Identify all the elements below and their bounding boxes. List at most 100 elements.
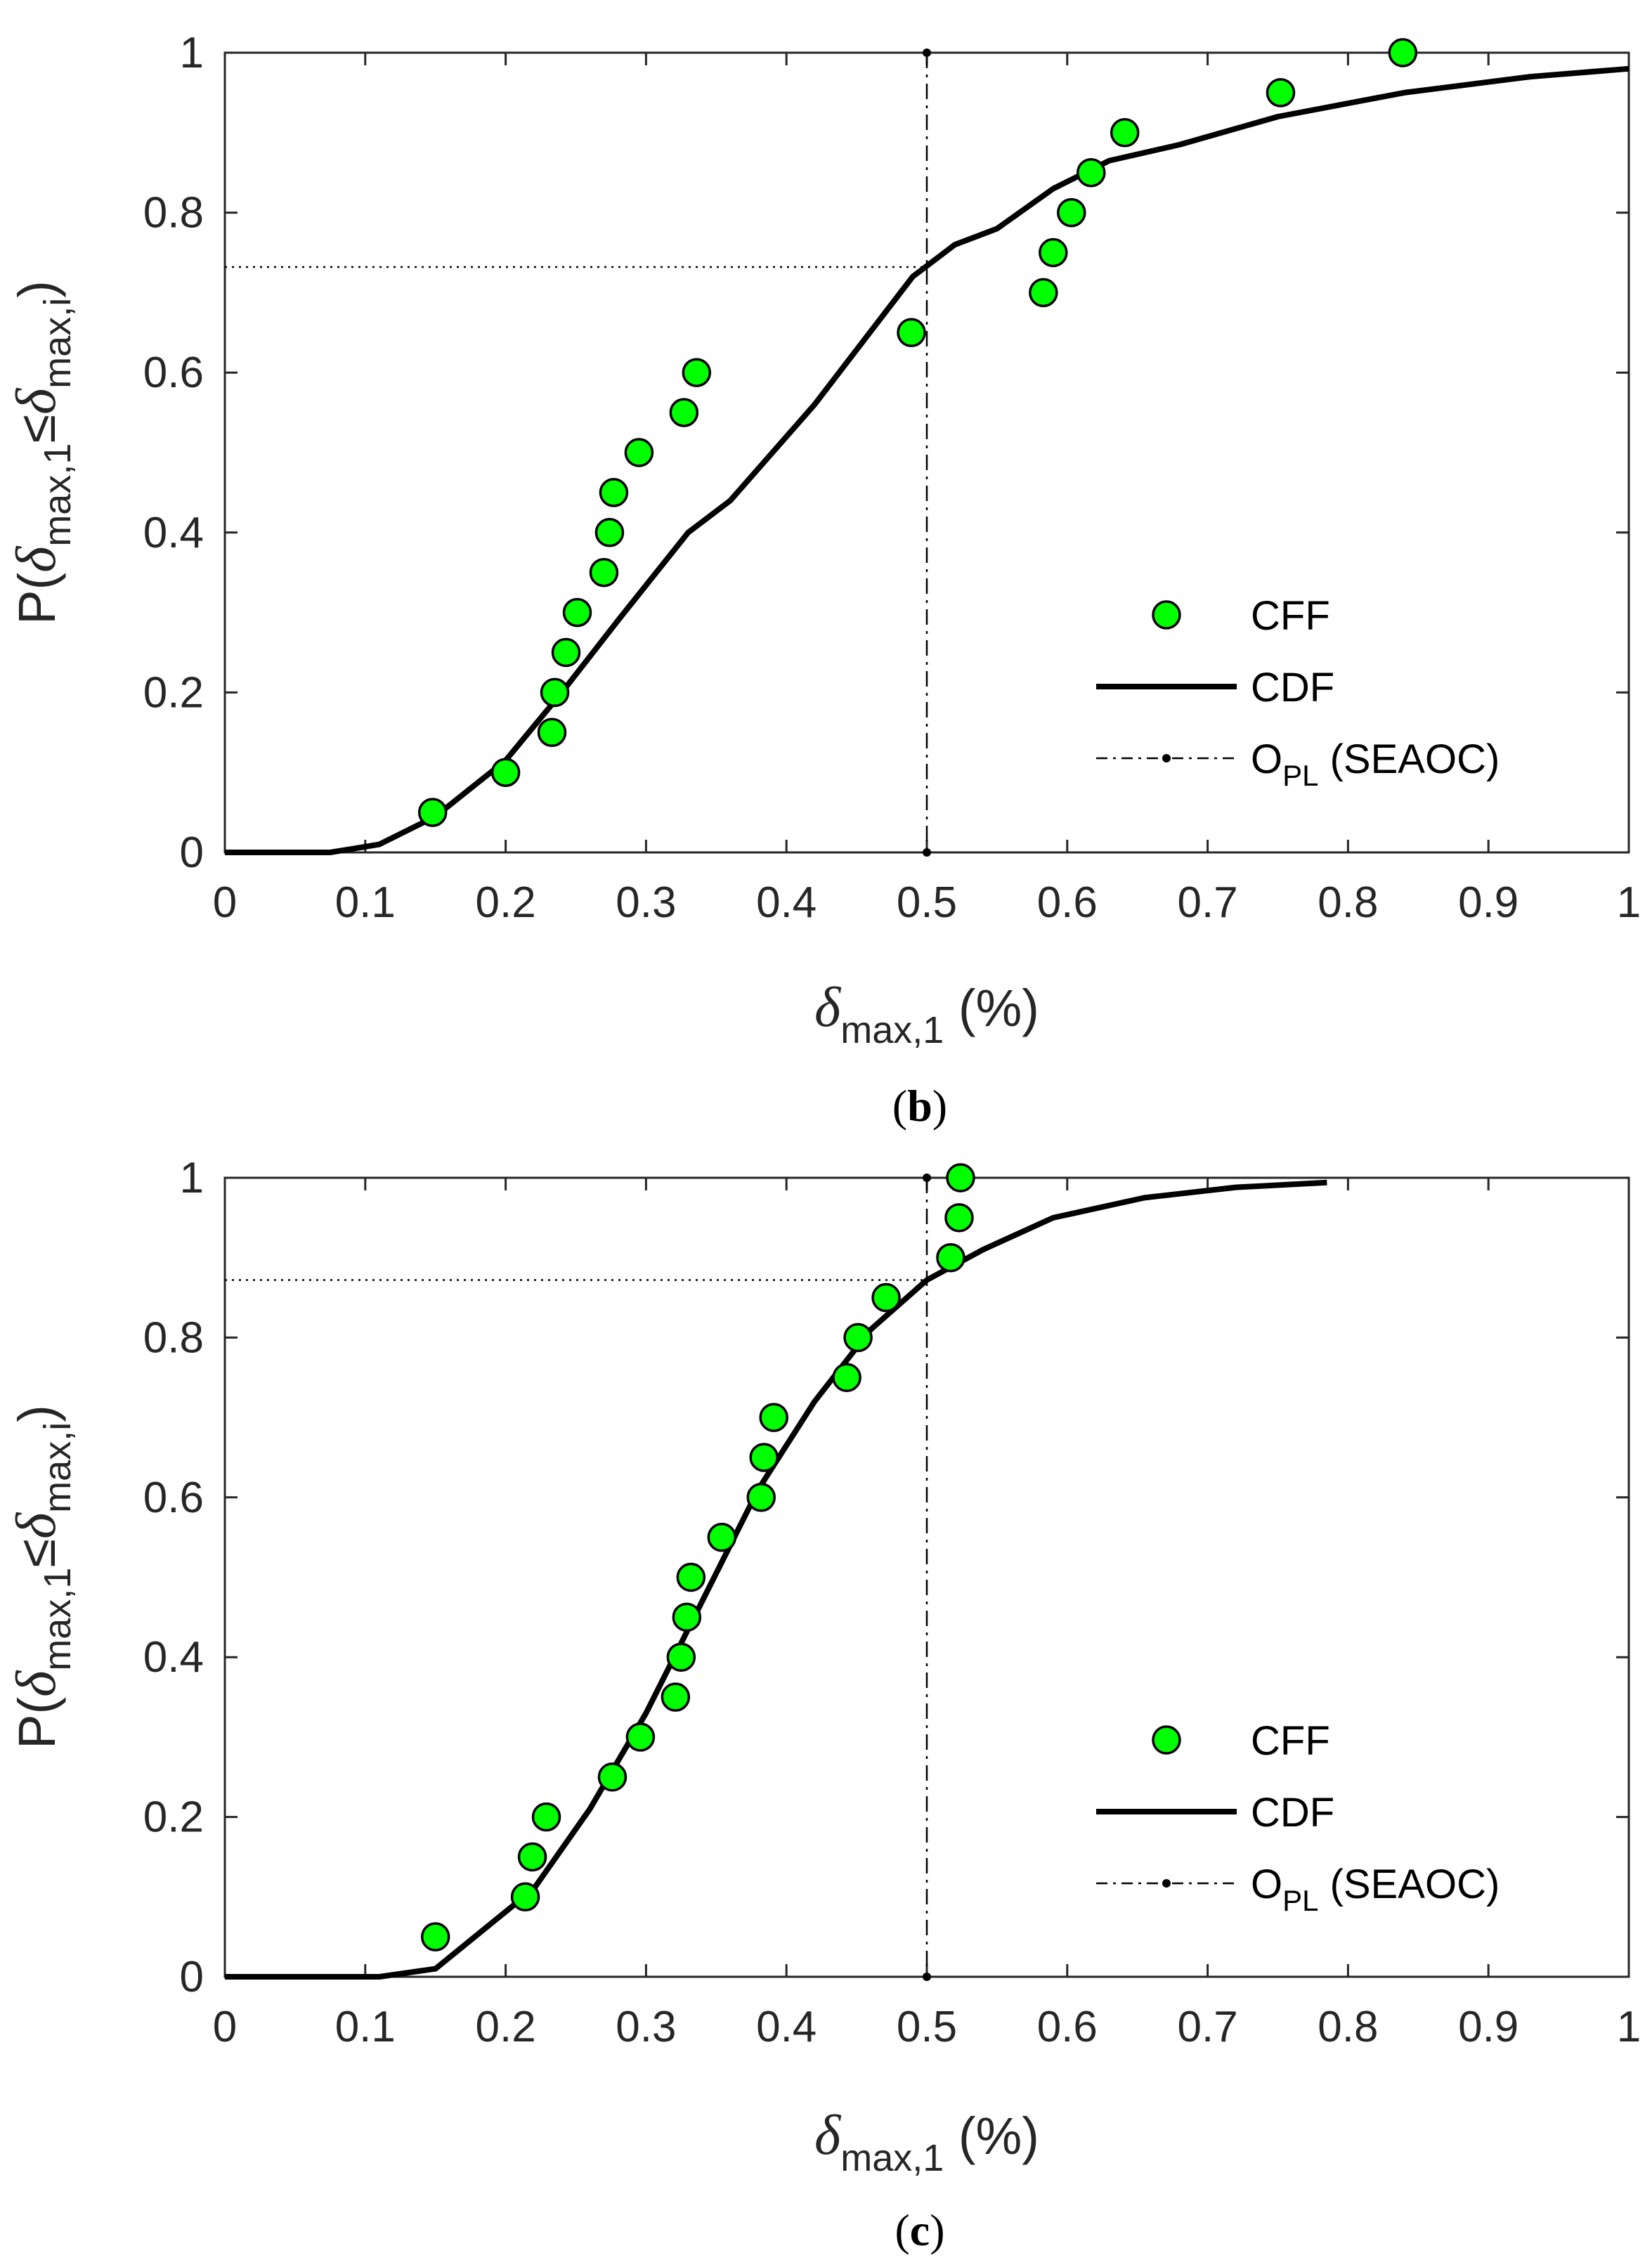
y-axis-symbol-2: δ bbox=[6, 1512, 67, 1539]
x-tick-label: 0.6 bbox=[1037, 2003, 1098, 2051]
cff-point bbox=[746, 1483, 776, 1512]
cff-point bbox=[597, 1762, 627, 1792]
legend-cff-label: CFF bbox=[1251, 593, 1330, 639]
cff-point bbox=[599, 478, 629, 507]
opl-marker-bottom bbox=[923, 848, 931, 857]
y-axis-label: P(δmax,1≤δmax,i) bbox=[6, 280, 79, 625]
cff-point bbox=[420, 1922, 450, 1951]
x-axis-label: δmax,1 (%) bbox=[814, 977, 1039, 1051]
x-tick-label: 0.6 bbox=[1037, 878, 1098, 927]
cff-point bbox=[1388, 38, 1418, 67]
x-tick-label: 0.4 bbox=[756, 2003, 817, 2051]
cff-point bbox=[666, 1642, 696, 1672]
y-tick-label: 0 bbox=[180, 829, 204, 877]
cff-point bbox=[594, 518, 625, 547]
legend: CFF CDF OPL (SEAOC) bbox=[1096, 593, 1500, 792]
legend: CFF CDF OPL (SEAOC) bbox=[1096, 1718, 1500, 1917]
x-tick-label: 0.9 bbox=[1458, 878, 1518, 927]
legend-opl-marker bbox=[1162, 754, 1171, 762]
cff-point bbox=[759, 1403, 788, 1432]
opl-marker-top bbox=[923, 1174, 931, 1182]
legend-cff-label: CFF bbox=[1251, 1718, 1330, 1764]
panel-label-letter: b bbox=[907, 1081, 932, 1131]
legend-opl-label: OPL (SEAOC) bbox=[1251, 1862, 1500, 1917]
y-axis-prefix: P( bbox=[8, 1697, 66, 1749]
panel-label-open: ( bbox=[895, 2205, 909, 2255]
cff-point bbox=[1266, 78, 1296, 108]
cff-point bbox=[676, 1562, 706, 1592]
cff-point bbox=[510, 1882, 540, 1912]
cff-point bbox=[707, 1522, 737, 1552]
panel-label: (b) bbox=[892, 1081, 947, 1131]
legend-opl-sub: PL bbox=[1282, 1884, 1318, 1917]
x-tick-label: 0 bbox=[213, 878, 237, 927]
y-tick-label: 0.8 bbox=[143, 1313, 204, 1362]
legend-opl-suffix: (SEAOC) bbox=[1319, 1862, 1500, 1907]
cff-point bbox=[749, 1443, 779, 1472]
panel-label: (c) bbox=[895, 2205, 944, 2255]
x-axis-unit: (%) bbox=[944, 979, 1039, 1037]
x-tick-label: 0.1 bbox=[335, 2003, 396, 2051]
y-axis-suffix: ) bbox=[8, 280, 66, 298]
cff-point bbox=[1110, 118, 1140, 148]
x-axis-subscript: max,1 bbox=[840, 1009, 944, 1051]
x-tick-label: 1 bbox=[1617, 2003, 1641, 2051]
cff-point bbox=[897, 318, 926, 348]
x-axis-symbol: δ bbox=[814, 977, 842, 1039]
y-axis-subscript-2: max,i bbox=[37, 298, 79, 389]
cdf-line bbox=[225, 65, 1630, 855]
cff-point bbox=[682, 358, 712, 387]
cff-point bbox=[1057, 197, 1086, 228]
cff-point bbox=[517, 1842, 547, 1872]
cff-point bbox=[944, 1203, 974, 1233]
y-tick-label: 1 bbox=[180, 29, 204, 77]
plot-frame bbox=[223, 51, 1630, 854]
cff-point bbox=[946, 1163, 975, 1193]
y-axis-relation: ≤ bbox=[8, 415, 66, 443]
panel-label-open: ( bbox=[892, 1081, 907, 1131]
x-axis-label: δmax,1 (%) bbox=[814, 2105, 1039, 2179]
panel-label-close: ) bbox=[932, 1081, 947, 1131]
cff-point bbox=[531, 1802, 561, 1832]
y-tick-label: 0.6 bbox=[143, 1474, 204, 1522]
legend-cdf-label: CDF bbox=[1251, 665, 1334, 710]
opl-marker-bottom bbox=[923, 1973, 931, 1981]
x-tick-label: 0.2 bbox=[475, 2003, 535, 2051]
y-axis-subscript-1: max,1 bbox=[37, 1568, 79, 1671]
cff-point bbox=[537, 717, 567, 748]
x-tick-label: 0.5 bbox=[897, 878, 957, 927]
y-axis-label: P(δmax,1≤δmax,i) bbox=[6, 1405, 79, 1749]
y-tick-label: 0.8 bbox=[143, 189, 204, 238]
legend-cff-marker bbox=[1152, 1725, 1181, 1755]
cff-point bbox=[1039, 238, 1068, 268]
cff-point bbox=[669, 398, 699, 427]
x-tick-label: 0.8 bbox=[1318, 2003, 1378, 2051]
legend-opl-label: OPL (SEAOC) bbox=[1251, 736, 1500, 792]
cff-point bbox=[589, 557, 619, 587]
x-tick-label: 0.2 bbox=[475, 878, 535, 927]
y-tick-label: 0.2 bbox=[143, 1793, 204, 1842]
x-tick-label: 0.3 bbox=[616, 2003, 676, 2051]
cff-point bbox=[540, 677, 570, 708]
cff-point bbox=[417, 798, 448, 827]
x-tick-label: 0.1 bbox=[335, 878, 396, 927]
x-tick-label: 0.8 bbox=[1318, 878, 1378, 927]
chart-panel-b: 0 0.1 0.2 0.3 0.4 0.5 0.6 0.7 0.8 0.9 1 0 0.2 0.4 0.6 0… bbox=[6, 29, 1641, 1131]
cff-point bbox=[832, 1363, 861, 1392]
cff-point bbox=[936, 1242, 965, 1273]
y-axis-symbol-1: δ bbox=[6, 545, 67, 573]
x-axis-symbol: δ bbox=[814, 2105, 842, 2167]
legend-cdf-label: CDF bbox=[1251, 1790, 1334, 1836]
cdf-line bbox=[225, 1179, 1327, 1980]
cff-point bbox=[562, 597, 592, 628]
cff-point bbox=[1029, 278, 1058, 308]
y-axis-prefix: P( bbox=[8, 573, 66, 625]
legend-opl-main: O bbox=[1251, 736, 1282, 782]
cff-point bbox=[490, 758, 521, 787]
x-tick-label: 0.7 bbox=[1177, 878, 1237, 927]
x-tick-label: 1 bbox=[1617, 878, 1641, 927]
y-axis-symbol-1: δ bbox=[6, 1670, 67, 1697]
x-axis-unit: (%) bbox=[944, 2107, 1039, 2165]
cff-point bbox=[871, 1282, 901, 1313]
